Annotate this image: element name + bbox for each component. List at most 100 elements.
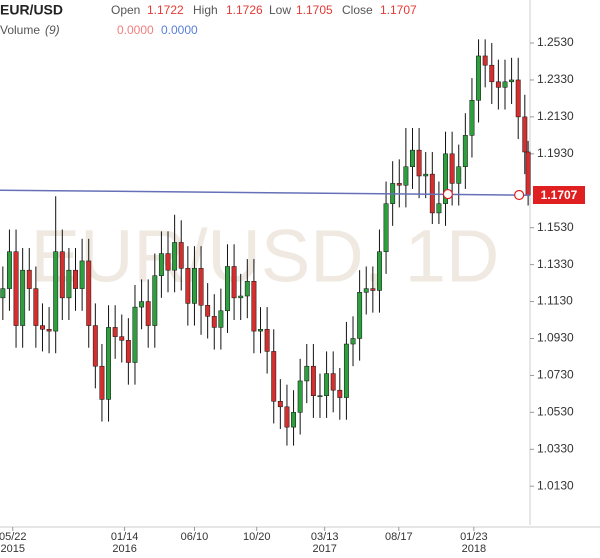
candle-body: [476, 55, 482, 101]
candle-body: [462, 135, 468, 168]
candle-body: [205, 304, 211, 317]
candle-body: [13, 251, 19, 326]
x-tick-label: 08/17: [385, 531, 413, 543]
candle-body: [79, 260, 85, 289]
chart-title: EUR/USD: [0, 2, 63, 18]
candle-body: [0, 288, 6, 299]
candle-body: [198, 268, 204, 306]
trend-marker: [514, 189, 525, 201]
x-tick-label: 06/10: [181, 531, 209, 543]
candle-body: [33, 288, 39, 326]
y-tick-label: 1.2530: [537, 35, 574, 49]
candle-body: [119, 336, 125, 341]
candle-body: [218, 310, 224, 328]
x-tick-label: 01/23: [460, 531, 488, 543]
legend-label: Low: [269, 3, 291, 17]
trend-line: [0, 189, 531, 196]
candle-body: [172, 242, 178, 271]
candle-body: [370, 288, 376, 291]
candle-body: [324, 373, 330, 396]
x-tick-label: 03/13: [311, 531, 339, 543]
trend-marker: [442, 188, 453, 200]
candle-body: [92, 325, 98, 367]
y-tick-label: 1.1330: [537, 257, 574, 271]
candle-body: [376, 251, 382, 291]
candle-body: [363, 288, 369, 293]
x-tick-label: 10/20: [243, 531, 271, 543]
candle-body: [231, 266, 237, 299]
y-tick-label: 1.0330: [537, 441, 574, 455]
candle-body: [310, 365, 316, 396]
candle-body: [59, 251, 65, 299]
candle-body: [482, 55, 488, 66]
candle-body: [456, 166, 462, 184]
candle-body: [383, 203, 389, 252]
candle-body: [489, 64, 495, 83]
candle-body: [258, 329, 263, 332]
candle-body: [264, 329, 270, 352]
x-tick-label: 05/22: [0, 531, 27, 543]
candle-body: [502, 81, 508, 88]
candle-body: [291, 412, 297, 428]
legend-value: 1.1707: [380, 3, 417, 17]
candle-body: [106, 327, 111, 400]
candle-body: [152, 275, 158, 326]
legend-label: Open: [111, 3, 140, 17]
candle-body: [238, 295, 244, 299]
candle-body: [271, 351, 277, 402]
candle-body: [403, 166, 409, 186]
y-tick-label: 1.0130: [537, 478, 574, 492]
candle-body: [86, 260, 92, 326]
x-tick-label: 01/14: [111, 531, 139, 543]
candle-body: [211, 316, 217, 328]
y-tick-label: 1.0730: [537, 368, 574, 382]
y-tick-label: 1.2330: [537, 72, 574, 86]
legend-label: High: [193, 3, 218, 17]
candle-body: [244, 280, 250, 297]
candle-body: [343, 343, 349, 398]
legend-value: 1.1722: [147, 3, 184, 17]
candle-body: [112, 327, 118, 337]
x-tick-year: 2017: [312, 543, 336, 555]
candle-body: [46, 329, 52, 332]
candle-body: [165, 253, 171, 271]
candle-body: [20, 269, 26, 326]
candle-body: [396, 183, 402, 186]
candle-body: [132, 306, 138, 363]
candle-body: [178, 242, 184, 269]
last-price-tag: [533, 186, 585, 205]
candle-body: [423, 173, 429, 177]
y-tick-label: 1.1930: [537, 146, 574, 160]
legend-value: 1.1726: [226, 3, 263, 17]
watermark: EUR/USD, 1D: [31, 215, 500, 298]
candle-body: [525, 151, 531, 196]
candle-body: [410, 149, 415, 168]
candle-body: [6, 251, 12, 289]
x-tick-year: 2016: [112, 543, 136, 555]
candles: [0, 39, 531, 446]
y-tick-label: 1.1130: [537, 294, 573, 308]
y-tick-label: 1.2130: [537, 109, 574, 123]
candle-body: [337, 389, 343, 398]
x-tick-year: 2015: [1, 543, 25, 555]
legend-label: Close: [342, 3, 373, 17]
candle-body: [73, 269, 78, 289]
candle-body: [125, 340, 131, 363]
candle-body: [357, 292, 363, 339]
candle-body: [225, 266, 230, 312]
candle-body: [436, 203, 442, 214]
candle-body: [317, 395, 323, 397]
volume-value: 0.0000: [161, 23, 198, 37]
candle-body: [99, 365, 105, 400]
candle-body: [145, 301, 151, 326]
candle-body: [304, 365, 310, 382]
candle-body: [277, 401, 283, 408]
candle-body: [158, 253, 164, 276]
candle-body: [509, 79, 515, 83]
candle-body: [449, 153, 455, 184]
legend-value: 1.1705: [296, 3, 333, 17]
candle-body: [26, 269, 32, 289]
y-tick-label: 1.0930: [537, 331, 574, 345]
y-tick-label: 1.1530: [537, 220, 574, 234]
